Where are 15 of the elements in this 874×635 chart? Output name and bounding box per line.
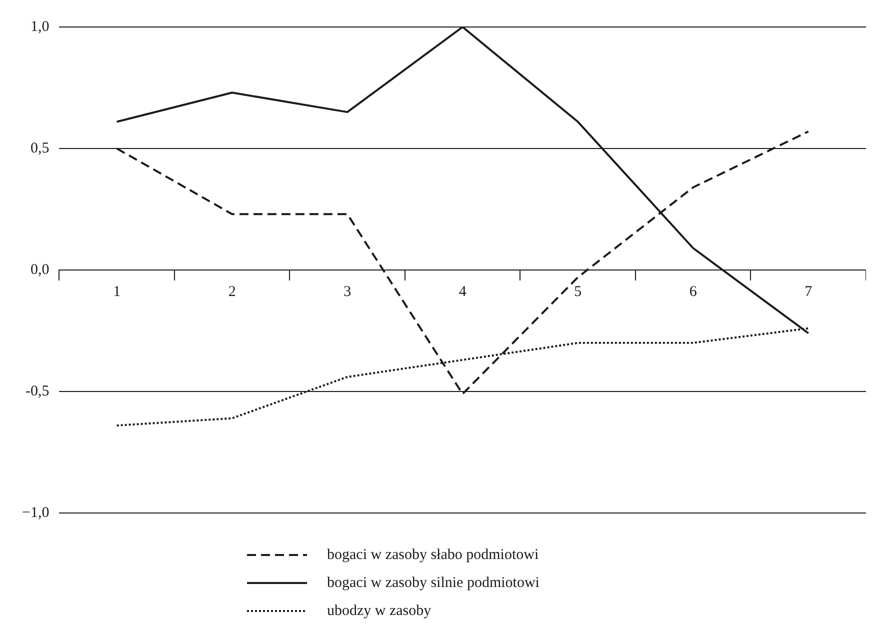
y-tick-label: −1,0	[22, 504, 50, 521]
x-tick-label: 4	[458, 284, 467, 300]
x-tick-label: 1	[113, 284, 121, 300]
y-tick-label: 0,0	[30, 262, 50, 278]
x-tick-label: 7	[804, 284, 813, 300]
x-tick-label: 2	[228, 284, 236, 300]
y-tick-label: 0,5	[30, 140, 50, 156]
legend-label: bogaci w zasoby słabo podmiotowi	[327, 546, 539, 563]
x-tick-label: 6	[689, 284, 698, 300]
x-tick-label: 5	[574, 284, 582, 300]
y-tick-label: -0,5	[25, 383, 50, 400]
legend-label: bogaci w zasoby silnie podmiotowi	[327, 574, 540, 591]
x-tick-label: 3	[344, 284, 352, 300]
legend-label: ubodzy w zasoby	[327, 602, 432, 619]
y-tick-label: 1,0	[30, 18, 50, 35]
